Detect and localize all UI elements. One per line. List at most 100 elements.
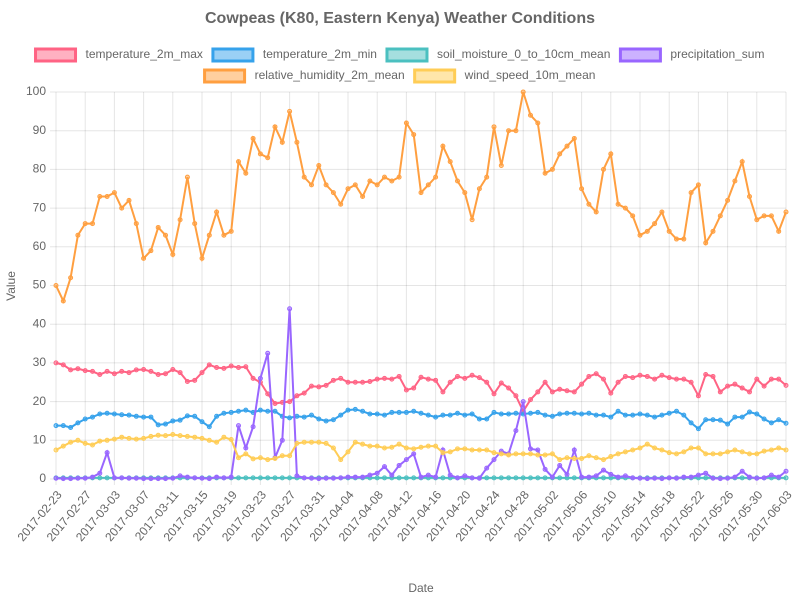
data-point	[221, 365, 227, 371]
data-point	[177, 473, 183, 479]
data-point	[498, 451, 504, 457]
data-point	[644, 373, 650, 379]
data-point	[615, 379, 621, 385]
data-point	[549, 389, 555, 395]
data-point	[374, 376, 380, 382]
data-point	[674, 236, 679, 242]
data-point	[491, 409, 497, 415]
data-point	[455, 410, 460, 416]
data-point	[148, 476, 154, 482]
data-point	[776, 376, 782, 382]
data-point	[571, 455, 577, 461]
data-point	[462, 412, 468, 418]
data-point	[236, 475, 241, 481]
data-point	[601, 376, 606, 382]
data-point	[418, 374, 424, 380]
data-point	[768, 420, 774, 426]
data-point	[330, 417, 336, 423]
data-point	[455, 178, 460, 184]
data-point	[666, 228, 672, 234]
data-point	[323, 182, 329, 188]
data-point	[593, 371, 599, 377]
data-point	[695, 445, 701, 451]
data-point	[133, 367, 139, 373]
data-point	[82, 416, 88, 422]
data-point	[53, 423, 59, 429]
data-point	[170, 366, 176, 372]
data-point	[783, 209, 789, 215]
data-point	[447, 472, 453, 478]
data-point	[542, 412, 548, 418]
data-point	[630, 475, 636, 481]
data-point	[433, 377, 439, 383]
data-point	[747, 193, 752, 199]
data-point	[338, 412, 344, 418]
data-point	[513, 475, 519, 481]
data-point	[133, 436, 139, 442]
data-point	[272, 124, 278, 130]
data-point	[666, 410, 672, 416]
data-point	[119, 412, 125, 418]
data-point	[221, 410, 227, 416]
data-point	[783, 468, 789, 474]
data-point	[783, 382, 789, 388]
data-point	[374, 470, 380, 476]
data-point	[710, 228, 716, 234]
data-point	[761, 475, 767, 481]
data-point	[367, 443, 373, 449]
data-point	[301, 390, 307, 396]
data-point	[68, 425, 74, 431]
data-point	[184, 174, 190, 180]
data-point	[469, 447, 475, 453]
data-point	[768, 472, 774, 478]
y-tick-label: 100	[26, 84, 46, 98]
data-point	[301, 174, 307, 180]
data-point	[747, 389, 752, 395]
data-point	[688, 190, 694, 196]
y-tick-label: 70	[33, 200, 47, 214]
data-point	[170, 475, 176, 481]
data-point	[396, 174, 402, 180]
data-point	[82, 440, 88, 446]
data-point	[338, 475, 344, 481]
data-point	[214, 474, 220, 480]
data-point	[601, 457, 606, 463]
data-point	[257, 407, 263, 413]
data-point	[703, 470, 709, 476]
data-point	[652, 445, 658, 451]
data-point	[389, 472, 395, 478]
data-point	[403, 409, 409, 415]
data-point	[469, 217, 475, 223]
data-point	[768, 447, 774, 453]
data-point	[637, 411, 643, 417]
data-point	[257, 475, 263, 481]
data-point	[243, 445, 249, 451]
data-point	[601, 475, 606, 481]
data-point	[535, 409, 541, 415]
data-point	[586, 373, 592, 379]
legend-item: wind_speed_10m_mean	[413, 68, 595, 84]
data-point	[330, 445, 336, 451]
data-point	[396, 373, 402, 379]
data-point	[155, 476, 161, 482]
legend-swatch	[211, 47, 255, 63]
data-point	[571, 410, 577, 416]
data-point	[659, 476, 665, 482]
data-point	[184, 433, 190, 439]
data-point	[60, 423, 66, 429]
data-point	[528, 410, 533, 416]
data-point	[695, 393, 701, 399]
data-point	[119, 368, 125, 374]
data-point	[221, 232, 227, 238]
data-point	[644, 476, 650, 482]
data-point	[163, 371, 168, 377]
data-point	[622, 473, 628, 479]
data-point	[498, 163, 504, 169]
data-point	[214, 439, 220, 445]
data-point	[330, 377, 336, 383]
data-point	[330, 190, 336, 196]
data-point	[739, 475, 745, 481]
data-point	[279, 475, 285, 481]
data-point	[199, 435, 205, 441]
data-point	[542, 466, 548, 472]
